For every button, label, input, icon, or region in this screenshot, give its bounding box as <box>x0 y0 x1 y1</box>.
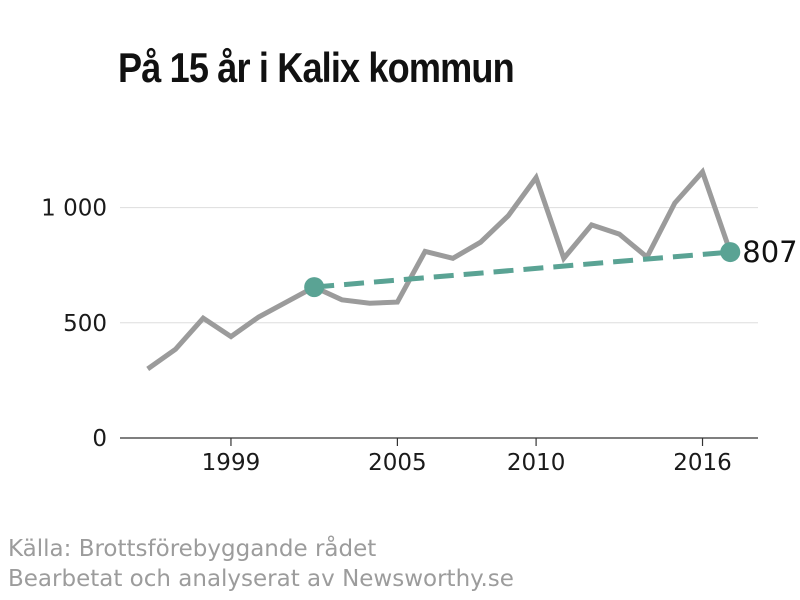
y-tick-label: 500 <box>63 311 107 337</box>
y-tick-label: 1 000 <box>41 196 107 222</box>
series-layer <box>146 167 733 371</box>
x-tick-label: 2010 <box>507 450 566 476</box>
gridlines <box>120 207 758 324</box>
y-tick-label: 0 <box>92 426 107 452</box>
trend-end-marker <box>720 242 741 263</box>
trend-layer <box>304 242 741 298</box>
end-value-label: 807 <box>742 235 797 269</box>
end-label-layer: 807 <box>742 235 797 269</box>
x-tick-label: 2016 <box>673 450 732 476</box>
x-tick-label: 1999 <box>202 450 261 476</box>
x-tick-label: 2005 <box>368 450 427 476</box>
credit-text: Bearbetat och analyserat av Newsworthy.s… <box>8 566 514 592</box>
series-line <box>146 167 733 371</box>
x-axis: 1999 2005 2010 2016 <box>120 437 758 476</box>
chart-title: På 15 år i Kalix kommun <box>118 44 515 91</box>
source-text: Källa: Brottsförebyggande rådet <box>8 536 377 562</box>
y-axis: 0 500 1 000 <box>41 196 107 452</box>
trend-start-marker <box>304 277 325 298</box>
trend-line <box>313 249 731 290</box>
